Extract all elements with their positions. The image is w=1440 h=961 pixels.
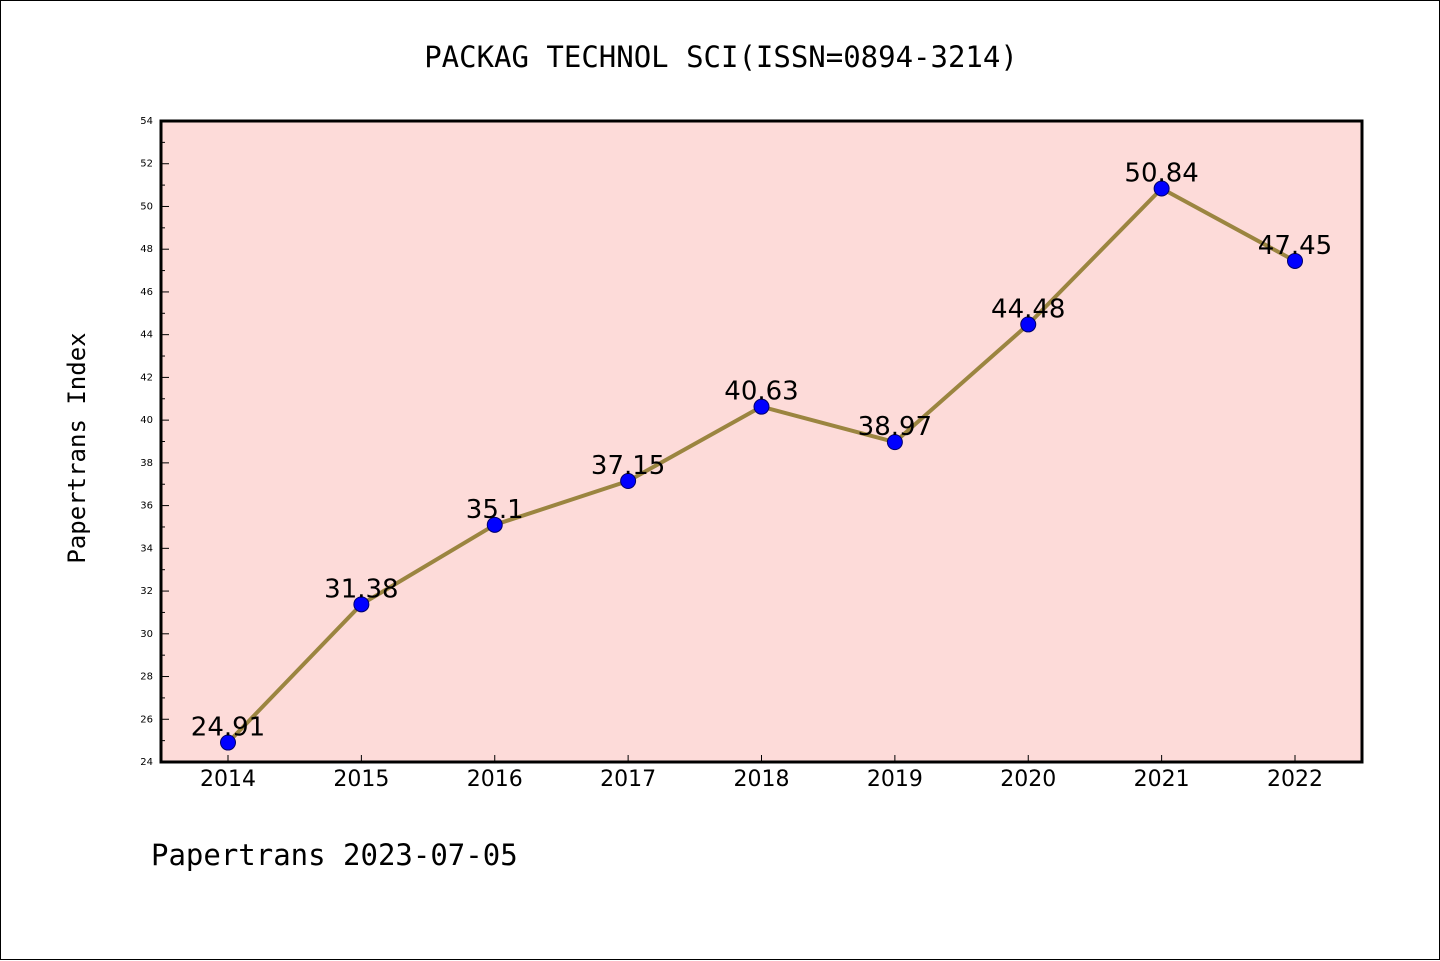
x-tick-label: 2016 bbox=[467, 767, 523, 792]
y-tick-label: 42 bbox=[140, 372, 153, 383]
data-point bbox=[886, 434, 903, 451]
y-tick-label: 38 bbox=[140, 458, 153, 469]
y-axis: 24 26 28 30 32 34 36 38 40 42 44 46 48 50 52 54 bbox=[140, 116, 169, 768]
data-label: 40.63 bbox=[724, 377, 798, 407]
data-point bbox=[1153, 180, 1170, 197]
plot-area bbox=[159, 119, 1364, 764]
y-tick-label: 26 bbox=[140, 714, 153, 725]
data-label: 24.91 bbox=[191, 713, 265, 743]
data-point bbox=[1020, 316, 1037, 333]
data-point bbox=[620, 473, 637, 490]
x-tick-label: 2018 bbox=[734, 767, 790, 792]
y-tick-label: 54 bbox=[140, 116, 153, 127]
y-tick-label: 24 bbox=[140, 757, 153, 768]
data-label: 44.48 bbox=[991, 294, 1065, 324]
data-point bbox=[1287, 252, 1303, 269]
x-tick-label: 2017 bbox=[600, 767, 656, 792]
x-axis: 2014 2015 2016 2017 2018 2019 2020 2021 2022 bbox=[200, 755, 1323, 792]
data-label: 31.38 bbox=[324, 574, 398, 604]
y-tick-label: 46 bbox=[140, 287, 153, 298]
y-axis-label: Papertrans Index bbox=[63, 332, 91, 563]
y-tick-label: 50 bbox=[140, 201, 153, 212]
chart-title: PACKAG TECHNOL SCI(ISSN=0894-3214) bbox=[424, 40, 1018, 74]
data-point bbox=[220, 734, 236, 751]
footer-text: Papertrans 2023-07-05 bbox=[151, 838, 518, 872]
data-point bbox=[353, 596, 370, 613]
series-layer: 24.91 31.38 35.1 37.15 40.63 38.97 44.48 50.84 4… bbox=[191, 159, 1332, 751]
y-tick-label: 44 bbox=[140, 330, 153, 341]
y-tick-label: 52 bbox=[140, 159, 153, 170]
data-label: 35.1 bbox=[466, 495, 524, 525]
y-tick-label: 36 bbox=[140, 501, 153, 512]
data-label: 38.97 bbox=[858, 412, 932, 442]
data-label: 50.84 bbox=[1124, 159, 1198, 189]
x-tick-label: 2019 bbox=[867, 767, 923, 792]
y-tick-label: 30 bbox=[140, 629, 153, 640]
x-tick-label: 2022 bbox=[1267, 767, 1323, 792]
x-tick-label: 2015 bbox=[333, 767, 389, 792]
y-tick-label: 40 bbox=[140, 415, 153, 426]
x-tick-label: 2020 bbox=[1000, 767, 1056, 792]
x-tick-label: 2014 bbox=[200, 767, 256, 792]
y-tick-label: 32 bbox=[140, 586, 153, 597]
data-label: 47.45 bbox=[1258, 231, 1332, 261]
data-label: 37.15 bbox=[591, 451, 665, 481]
x-tick-label: 2021 bbox=[1134, 767, 1190, 792]
data-point bbox=[486, 516, 503, 533]
data-point bbox=[753, 398, 770, 415]
y-tick-label: 28 bbox=[140, 672, 153, 683]
y-tick-label: 48 bbox=[140, 244, 153, 255]
y-tick-label: 34 bbox=[140, 543, 153, 554]
